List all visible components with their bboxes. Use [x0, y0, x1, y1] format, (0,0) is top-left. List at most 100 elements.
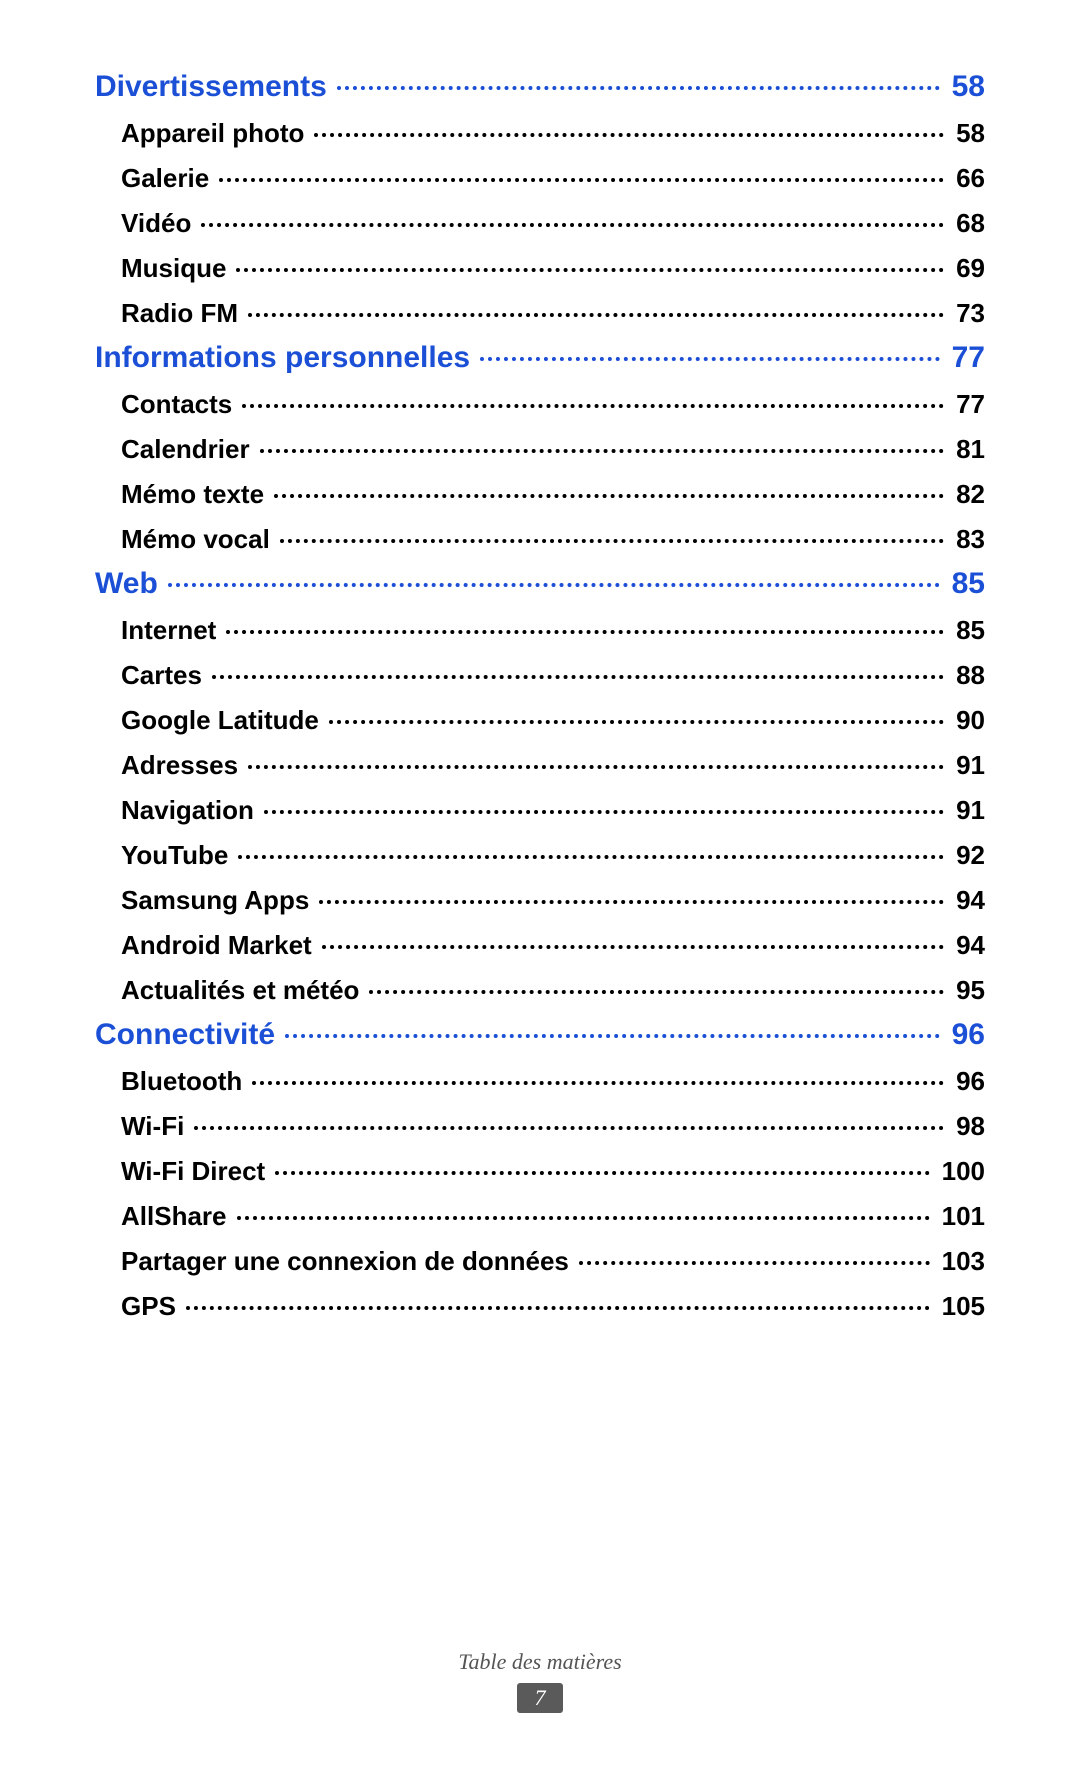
toc-heading-page: 77: [944, 341, 985, 375]
toc-item-page: 83: [948, 524, 985, 555]
toc-heading-label: Connectivité: [95, 1018, 281, 1052]
dot-leader: [237, 1216, 930, 1220]
toc-item-row[interactable]: Vidéo 68: [95, 208, 985, 239]
toc-item-page: 94: [948, 930, 985, 961]
toc-item-label: Radio FM: [121, 298, 244, 329]
toc-item-row[interactable]: Calendrier 81: [95, 434, 985, 465]
toc-heading-row[interactable]: Connectivité96: [95, 1018, 985, 1052]
toc-item-page: 69: [948, 253, 985, 284]
dot-leader: [236, 268, 944, 272]
toc-item-page: 100: [934, 1156, 985, 1187]
toc-item-label: Musique: [121, 253, 232, 284]
toc-item-label: Calendrier: [121, 434, 256, 465]
toc-item-row[interactable]: AllShare 101: [95, 1201, 985, 1232]
toc-item-row[interactable]: Partager une connexion de données 103: [95, 1246, 985, 1277]
dot-leader: [226, 630, 944, 634]
dot-leader: [242, 404, 944, 408]
toc-item-row[interactable]: Wi-Fi98: [95, 1111, 985, 1142]
toc-item-row[interactable]: Contacts 77: [95, 389, 985, 420]
toc-heading-row[interactable]: Informations personnelles 77: [95, 341, 985, 375]
toc-section: Divertissements 58 Appareil photo58 Galerie…: [95, 70, 985, 329]
dot-leader: [274, 494, 944, 498]
table-of-contents: Divertissements 58 Appareil photo58 Galerie…: [95, 70, 985, 1322]
toc-item-label: Vidéo: [121, 208, 197, 239]
toc-item-label: Actualités et météo: [121, 975, 365, 1006]
toc-heading-row[interactable]: Web85: [95, 567, 985, 601]
toc-item-label: YouTube: [121, 840, 234, 871]
toc-item-page: 73: [948, 298, 985, 329]
toc-item-page: 92: [948, 840, 985, 871]
toc-item-row[interactable]: GPS105: [95, 1291, 985, 1322]
dot-leader: [319, 900, 944, 904]
toc-item-page: 68: [948, 208, 985, 239]
dot-leader: [579, 1261, 930, 1265]
dot-leader: [260, 449, 944, 453]
toc-item-row[interactable]: Google Latitude90: [95, 705, 985, 736]
toc-item-row[interactable]: Adresses 91: [95, 750, 985, 781]
dot-leader: [275, 1171, 929, 1175]
toc-item-row[interactable]: Mémo texte82: [95, 479, 985, 510]
toc-item-row[interactable]: Cartes 88: [95, 660, 985, 691]
toc-item-row[interactable]: Samsung Apps94: [95, 885, 985, 916]
toc-item-row[interactable]: YouTube 92: [95, 840, 985, 871]
toc-item-row[interactable]: Mémo vocal 83: [95, 524, 985, 555]
toc-item-label: AllShare: [121, 1201, 233, 1232]
dot-leader: [186, 1306, 930, 1310]
toc-item-label: Bluetooth: [121, 1066, 248, 1097]
toc-item-row[interactable]: Wi-Fi Direct 100: [95, 1156, 985, 1187]
dot-leader: [322, 945, 944, 949]
toc-item-label: Internet: [121, 615, 222, 646]
toc-item-row[interactable]: Galerie 66: [95, 163, 985, 194]
toc-item-page: 101: [934, 1201, 985, 1232]
toc-item-page: 91: [948, 795, 985, 826]
dot-leader: [252, 1081, 944, 1085]
toc-item-row[interactable]: Bluetooth96: [95, 1066, 985, 1097]
dot-leader: [314, 133, 944, 137]
toc-heading-page: 58: [944, 70, 985, 104]
dot-leader: [285, 1034, 940, 1038]
dot-leader: [168, 583, 940, 587]
toc-item-label: Galerie: [121, 163, 215, 194]
toc-item-label: Mémo vocal: [121, 524, 276, 555]
toc-item-label: Android Market: [121, 930, 318, 961]
toc-item-page: 98: [948, 1111, 985, 1142]
dot-leader: [219, 178, 944, 182]
toc-heading-label: Informations personnelles: [95, 341, 476, 375]
toc-item-label: Samsung Apps: [121, 885, 315, 916]
toc-item-page: 77: [948, 389, 985, 420]
toc-section: Connectivité96 Bluetooth96 Wi-Fi98 Wi-Fi Di…: [95, 1018, 985, 1322]
toc-item-row[interactable]: Navigation 91: [95, 795, 985, 826]
toc-heading-label: Web: [95, 567, 164, 601]
toc-item-row[interactable]: Android Market 94: [95, 930, 985, 961]
toc-item-row[interactable]: Internet85: [95, 615, 985, 646]
dot-leader: [238, 855, 944, 859]
toc-item-row[interactable]: Actualités et météo 95: [95, 975, 985, 1006]
toc-item-row[interactable]: Radio FM 73: [95, 298, 985, 329]
dot-leader: [201, 223, 944, 227]
toc-item-row[interactable]: Appareil photo58: [95, 118, 985, 149]
toc-item-label: Adresses: [121, 750, 244, 781]
toc-item-label: Cartes: [121, 660, 208, 691]
toc-item-page: 88: [948, 660, 985, 691]
toc-item-page: 95: [948, 975, 985, 1006]
toc-heading-label: Divertissements: [95, 70, 333, 104]
toc-item-page: 90: [948, 705, 985, 736]
toc-item-label: Wi-Fi Direct: [121, 1156, 271, 1187]
toc-item-label: Partager une connexion de données: [121, 1246, 575, 1277]
toc-item-label: Contacts: [121, 389, 238, 420]
dot-leader: [248, 765, 944, 769]
toc-section: Web85 Internet85 Cartes 88 Google Latitude90…: [95, 567, 985, 1006]
dot-leader: [480, 357, 940, 361]
toc-heading-row[interactable]: Divertissements 58: [95, 70, 985, 104]
toc-item-row[interactable]: Musique 69: [95, 253, 985, 284]
toc-item-page: 103: [934, 1246, 985, 1277]
toc-item-page: 91: [948, 750, 985, 781]
dot-leader: [329, 720, 944, 724]
toc-item-page: 81: [948, 434, 985, 465]
page-footer: Table des matières 7: [0, 1649, 1080, 1713]
toc-item-label: Navigation: [121, 795, 260, 826]
toc-section: Informations personnelles 77 Contacts 77 Cal…: [95, 341, 985, 555]
dot-leader: [248, 313, 944, 317]
toc-item-page: 66: [948, 163, 985, 194]
toc-item-page: 82: [948, 479, 985, 510]
